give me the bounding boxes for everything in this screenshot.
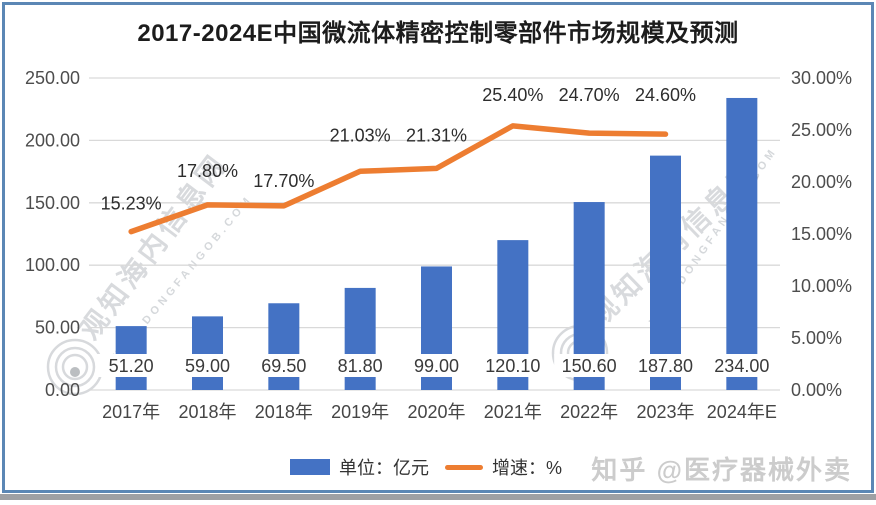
bar-value-label-bg [325,354,396,377]
left-axis-tick-label: 250.00 [25,68,80,88]
bar-value-label: 234.00 [714,356,769,376]
bar-value-label: 150.60 [562,356,617,376]
chart-border-frame [2,2,874,493]
bar-value-label-bg [172,354,243,377]
combo-chart: 0.00 50.00 100.00 150.00 200.00 250.00 0.00% 5.… [25,68,852,422]
line-value-label: 17.80% [177,161,238,181]
x-axis-label: 2021年 [484,402,542,422]
bar-value-label-bg [630,354,701,377]
bar-value-label: 120.10 [485,356,540,376]
right-axis-tick-label: 30.00% [791,68,852,88]
right-axis-tick-label: 20.00% [791,172,852,192]
x-axis-label: 2020年 [407,402,465,422]
right-axis-tick-label: 10.00% [791,276,852,296]
watermark-bottom-right: 知乎 @医疗器械外卖 [591,455,852,485]
legend-line-label: 增速：% [492,458,563,478]
growth-line [128,123,669,235]
bar-value-label-bg [96,354,167,377]
legend-line-swatch-icon [445,464,483,470]
right-axis-tick-label: 5.00% [791,328,842,348]
x-axis-label: 2023年 [636,402,694,422]
bar-value-label-bg [248,354,319,377]
bar-value-label-bg [554,354,625,377]
line-value-label: 24.70% [559,85,620,105]
left-axis-tick-label: 200.00 [25,130,80,150]
x-axis-label: 2018年 [178,402,236,422]
line-value-label: 25.40% [482,85,543,105]
chart-title: 2017-2024E中国微流体精密控制零部件市场规模及预测 [137,20,739,47]
line-value-label: 21.03% [330,125,391,145]
bar-value-label: 69.50 [261,356,306,376]
x-axis-label: 2019年 [331,402,389,422]
bar-value-label: 81.80 [338,356,383,376]
x-axis-label: 2018年 [255,402,313,422]
bar [726,97,758,390]
left-axis-tick-label: 0.00 [45,380,80,400]
bar-value-label-bg [706,354,777,377]
bar-value-label: 99.00 [414,356,459,376]
bar-value-label-bg [477,354,548,377]
x-axis-label: 2024年E [707,402,777,422]
bar [650,155,681,390]
x-axis-label: 2017年 [102,402,160,422]
bottom-shadow-strip [0,494,876,500]
legend-bar-label: 单位：亿元 [339,458,429,478]
left-axis-tick-label: 50.00 [35,318,80,338]
line-value-label: 17.70% [253,171,314,191]
x-axis-label: 2022年 [560,402,618,422]
line-value-label: 24.60% [635,85,696,105]
line-value-label: 21.31% [406,125,467,145]
left-axis-tick-label: 150.00 [25,193,80,213]
right-axis-tick-label: 25.00% [791,120,852,140]
bar-value-label: 59.00 [185,356,230,376]
legend-bar-swatch-icon [290,459,330,475]
right-axis-tick-label: 0.00% [791,380,842,400]
bar [192,316,223,390]
bar-value-label: 51.20 [109,356,154,376]
bar-value-label: 187.80 [638,356,693,376]
bar-value-label-bg [401,354,472,377]
line-value-label: 15.23% [101,194,162,214]
chart-legend: 单位：亿元 增速：% [290,454,562,480]
left-axis-tick-label: 100.00 [25,255,80,275]
right-axis-tick-label: 15.00% [791,224,852,244]
